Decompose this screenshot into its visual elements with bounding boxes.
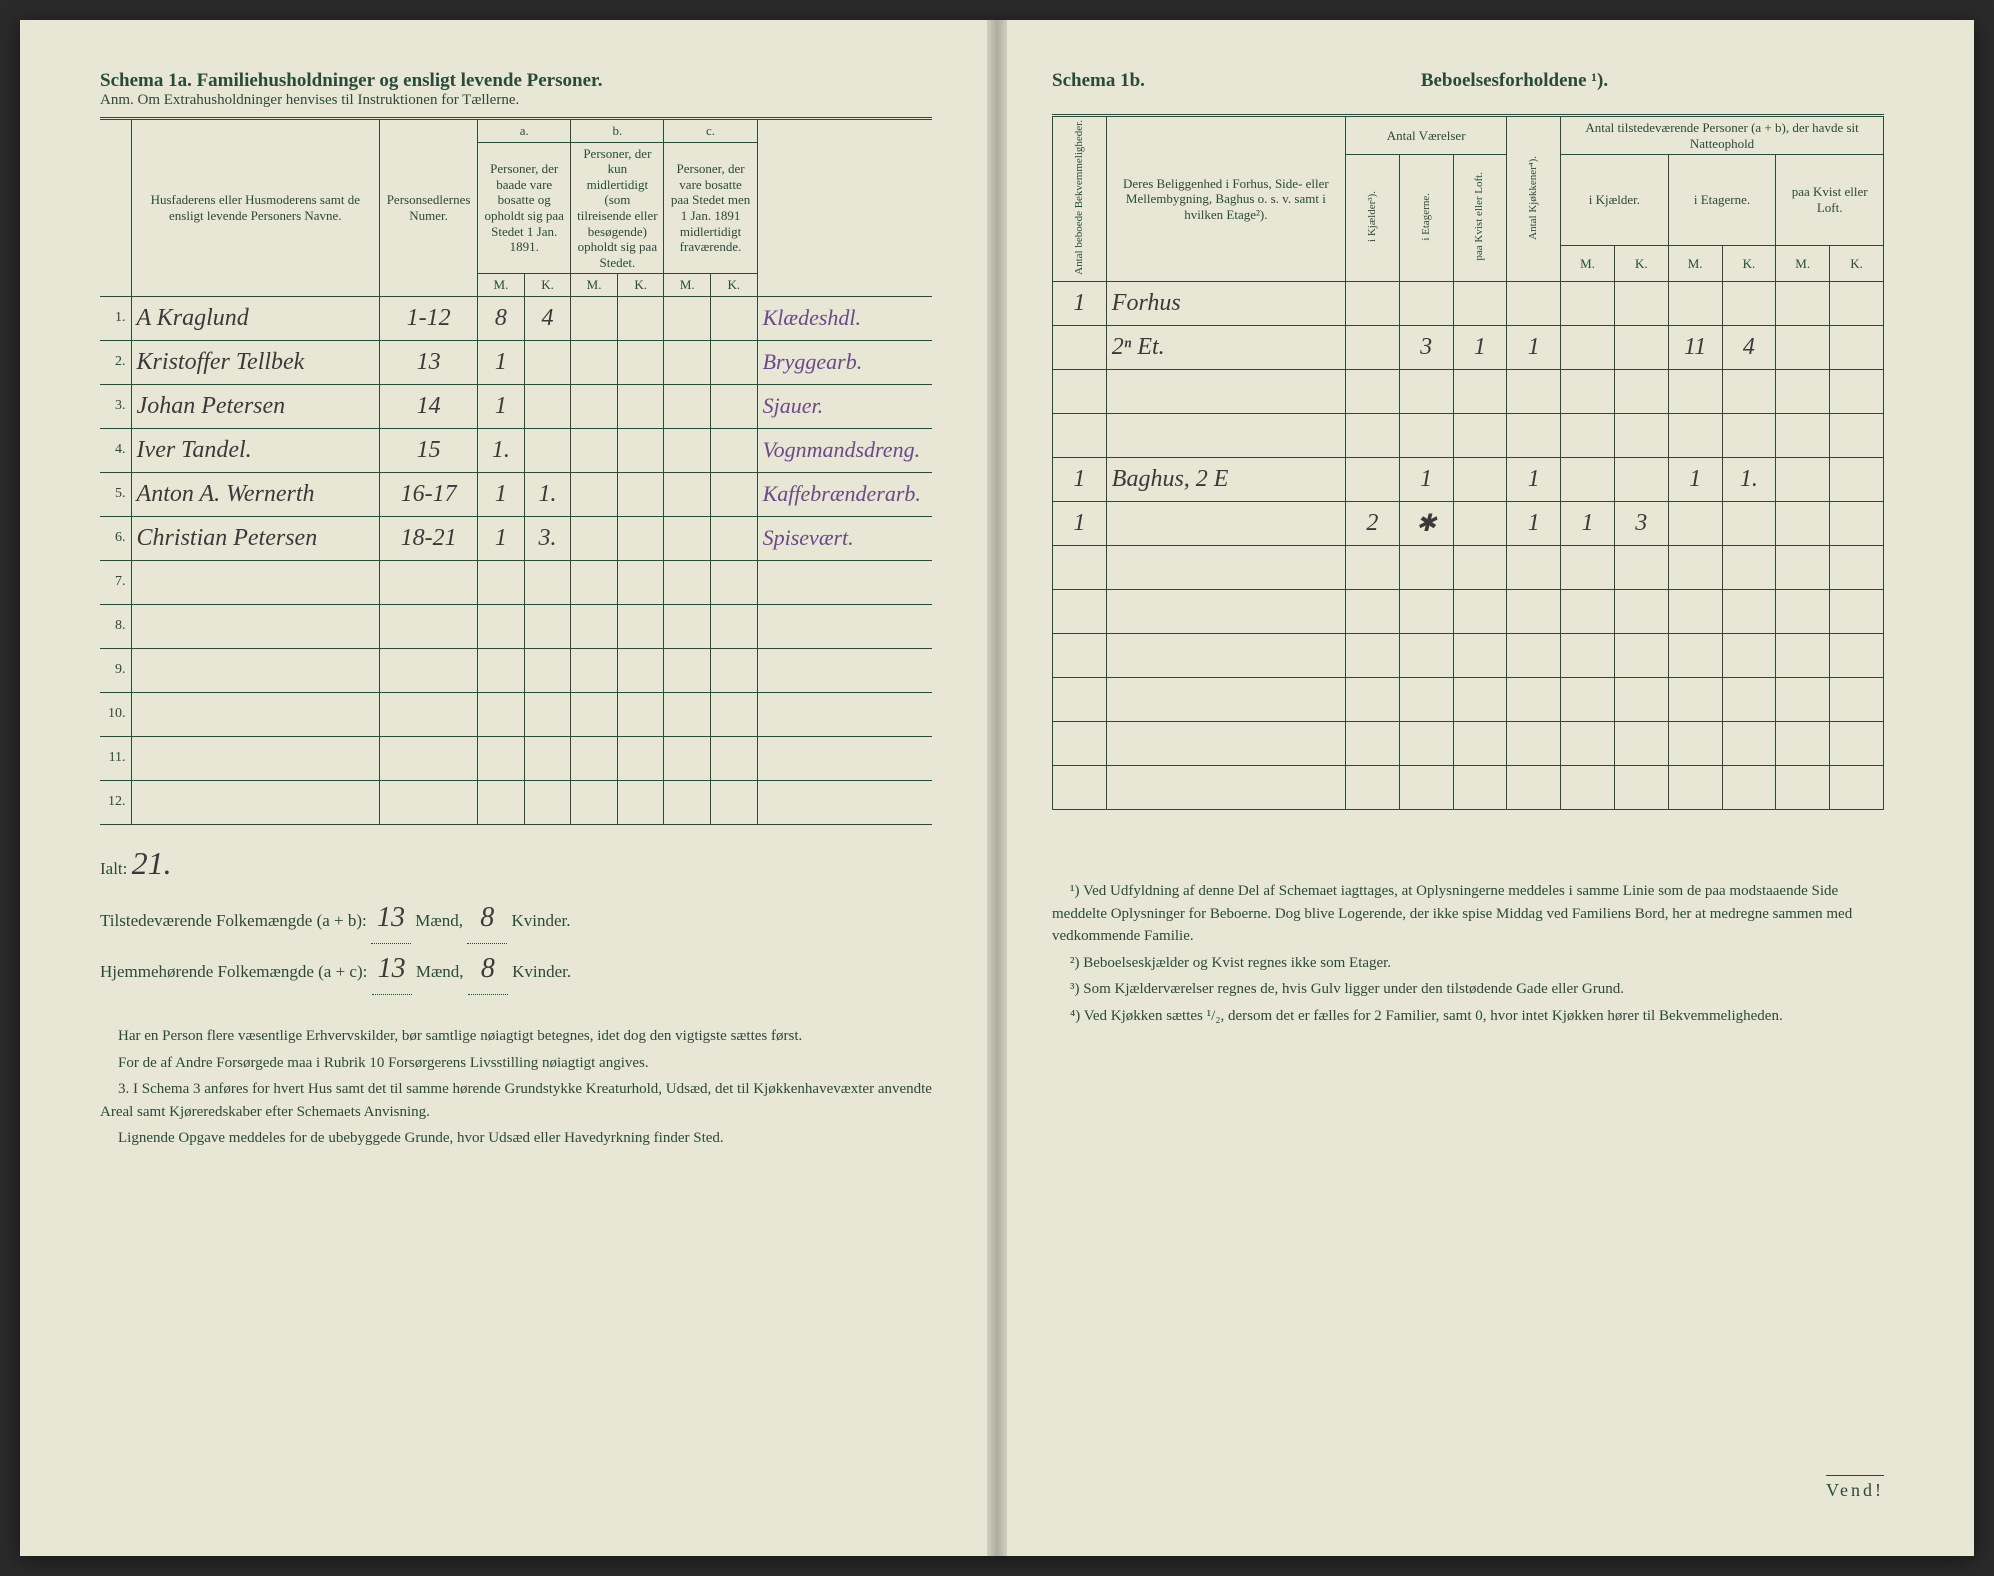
resident-m: 13 [372, 944, 412, 995]
left-table: Husfaderens eller Husmoderens samt de en… [100, 117, 932, 825]
person-name: A Kraglund [137, 305, 249, 331]
table-row [1053, 370, 1884, 414]
person-ids: 18-21 [401, 525, 457, 551]
occupation: Sjauer. [763, 393, 824, 418]
dwelling-count: 1 [1073, 466, 1085, 492]
location: Baghus, 2 E [1112, 466, 1229, 492]
left-title: Schema 1a. Familiehusholdninger og ensli… [100, 70, 932, 92]
row-number: 3. [100, 384, 131, 428]
hdr-present: Antal tilstedeværende Personer (a + b), … [1561, 116, 1884, 155]
hdr-location: Deres Beliggenhed i Forhus, Side- eller … [1106, 116, 1345, 282]
dwelling-count: 1 [1073, 510, 1085, 536]
table-row: 9. [100, 648, 932, 692]
table-row: 1 Baghus, 2 E 1 1 1 1. [1053, 458, 1884, 502]
left-subtitle: Anm. Om Extrahusholdninger henvises til … [100, 92, 932, 109]
right-footnotes: ¹) Ved Udfyldning af denne Del af Schema… [1052, 880, 1884, 1027]
ialt-value: 21. [132, 835, 172, 893]
occupation: Spisevært. [763, 525, 854, 550]
person-ids: 14 [417, 393, 441, 419]
row-number: 11. [100, 736, 131, 780]
occupation: Vognmandsdreng. [763, 437, 920, 462]
occupation: Bryggearb. [763, 349, 863, 374]
table-row: 2ⁿ Et. 3 1 1 11 4 [1053, 326, 1884, 370]
hdr-count: Antal beboede Bekvemmeligheder. [1073, 120, 1086, 275]
hdr-rooms: Antal Værelser [1345, 116, 1506, 155]
person-name: Johan Petersen [137, 393, 286, 419]
hdr-ids: Personsedlernes Numer. [380, 119, 478, 297]
table-row [1053, 634, 1884, 678]
book-spine [987, 20, 1007, 1556]
hdr-a: a. [478, 119, 571, 143]
table-row [1053, 678, 1884, 722]
person-name: Christian Petersen [137, 525, 318, 551]
table-row: 2. Kristoffer Tellbek 13 1 Bryggearb. [100, 340, 932, 384]
page-left: Schema 1a. Familiehusholdninger og ensli… [20, 20, 992, 1556]
hdr-a-text: Personer, der baade vare bosatte og opho… [478, 142, 571, 274]
vend-label: Vend! [1826, 1475, 1884, 1501]
present-k: 8 [467, 893, 507, 944]
page-right: Schema 1b. Beboelsesforholdene ¹). Antal… [992, 20, 1974, 1556]
row-number: 5. [100, 472, 131, 516]
row-number: 4. [100, 428, 131, 472]
occupation: Kaffebrænderarb. [763, 481, 921, 506]
present-m: 13 [371, 893, 411, 944]
hdr-c: c. [664, 119, 757, 143]
person-ids: 1-12 [407, 305, 451, 331]
row-number: 1. [100, 296, 131, 340]
table-row [1053, 414, 1884, 458]
table-row: 12. [100, 780, 932, 824]
table-row: 1. A Kraglund 1-12 8 4 Klædeshdl. [100, 296, 932, 340]
right-title-left: Schema 1b. [1052, 70, 1145, 92]
hdr-b-text: Personer, der kun midlertidigt (som tilr… [571, 142, 664, 274]
row-number: 2. [100, 340, 131, 384]
table-row: 5. Anton A. Wernerth 16-17 1 1. Kaffebræ… [100, 472, 932, 516]
census-document: Schema 1a. Familiehusholdninger og ensli… [20, 20, 1974, 1556]
table-row: 10. [100, 692, 932, 736]
table-row: 3. Johan Petersen 14 1 Sjauer. [100, 384, 932, 428]
left-footnotes: Har en Person flere væsentlige Erhvervsk… [100, 1025, 932, 1150]
table-row [1053, 546, 1884, 590]
row-number: 10. [100, 692, 131, 736]
resident-k: 8 [468, 944, 508, 995]
person-ids: 13 [417, 349, 441, 375]
table-row [1053, 722, 1884, 766]
person-name: Anton A. Wernerth [137, 481, 315, 507]
location: 2ⁿ Et. [1112, 334, 1165, 360]
person-ids: 15 [417, 437, 441, 463]
dwelling-count: 1 [1073, 290, 1085, 316]
right-title-right: Beboelsesforholdene ¹). [1421, 70, 1608, 92]
row-number: 12. [100, 780, 131, 824]
row-number: 8. [100, 604, 131, 648]
table-row: 11. [100, 736, 932, 780]
location: Forhus [1112, 290, 1181, 316]
occupation: Klædeshdl. [763, 305, 861, 330]
table-row [1053, 590, 1884, 634]
hdr-b: b. [571, 119, 664, 143]
right-table: Antal beboede Bekvemmeligheder. Deres Be… [1052, 114, 1884, 810]
table-row: 6. Christian Petersen 18-21 1 3. Spisevæ… [100, 516, 932, 560]
row-number: 9. [100, 648, 131, 692]
row-number: 6. [100, 516, 131, 560]
table-row [1053, 766, 1884, 810]
table-row: 1 2 ✱ 1 1 3 [1053, 502, 1884, 546]
hdr-name: Husfaderens eller Husmoderens samt de en… [131, 119, 379, 297]
table-row: 8. [100, 604, 932, 648]
row-number: 7. [100, 560, 131, 604]
table-row: 1 Forhus [1053, 282, 1884, 326]
person-ids: 16-17 [401, 481, 457, 507]
table-row: 4. Iver Tandel. 15 1. Vognmandsdreng. [100, 428, 932, 472]
person-name: Kristoffer Tellbek [137, 349, 305, 375]
totals-block: Ialt: 21. Tilstedeværende Folkemængde (a… [100, 835, 932, 995]
hdr-c-text: Personer, der vare bosatte paa Stedet me… [664, 142, 757, 274]
person-name: Iver Tandel. [137, 437, 252, 463]
table-row: 7. [100, 560, 932, 604]
